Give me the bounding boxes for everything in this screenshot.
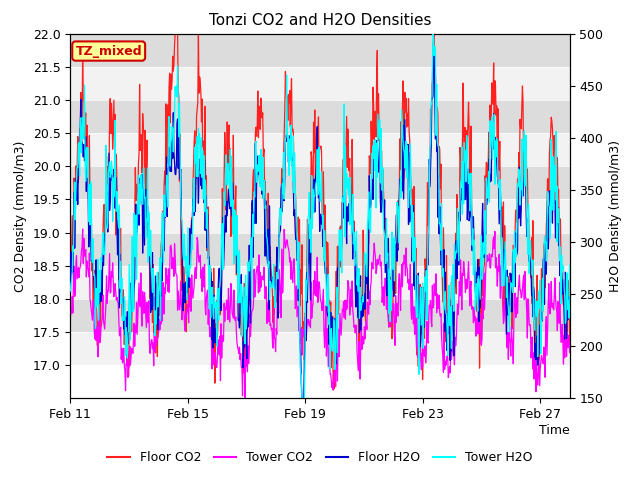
- Bar: [70, 34, 570, 67]
- Bar: [70, 199, 570, 233]
- Text: Time: Time: [539, 424, 570, 437]
- Title: Tonzi CO2 and H2O Densities: Tonzi CO2 and H2O Densities: [209, 13, 431, 28]
- Bar: [70, 100, 570, 133]
- Y-axis label: H2O Density (mmol/m3): H2O Density (mmol/m3): [609, 140, 622, 292]
- Bar: [70, 266, 570, 299]
- Text: TZ_mixed: TZ_mixed: [76, 45, 142, 58]
- Bar: [70, 166, 570, 199]
- Legend: Floor CO2, Tower CO2, Floor H2O, Tower H2O: Floor CO2, Tower CO2, Floor H2O, Tower H…: [102, 446, 538, 469]
- Bar: [70, 299, 570, 332]
- Bar: [70, 332, 570, 365]
- Y-axis label: CO2 Density (mmol/m3): CO2 Density (mmol/m3): [14, 140, 28, 292]
- Bar: [70, 133, 570, 166]
- Bar: [70, 67, 570, 100]
- Bar: [70, 233, 570, 266]
